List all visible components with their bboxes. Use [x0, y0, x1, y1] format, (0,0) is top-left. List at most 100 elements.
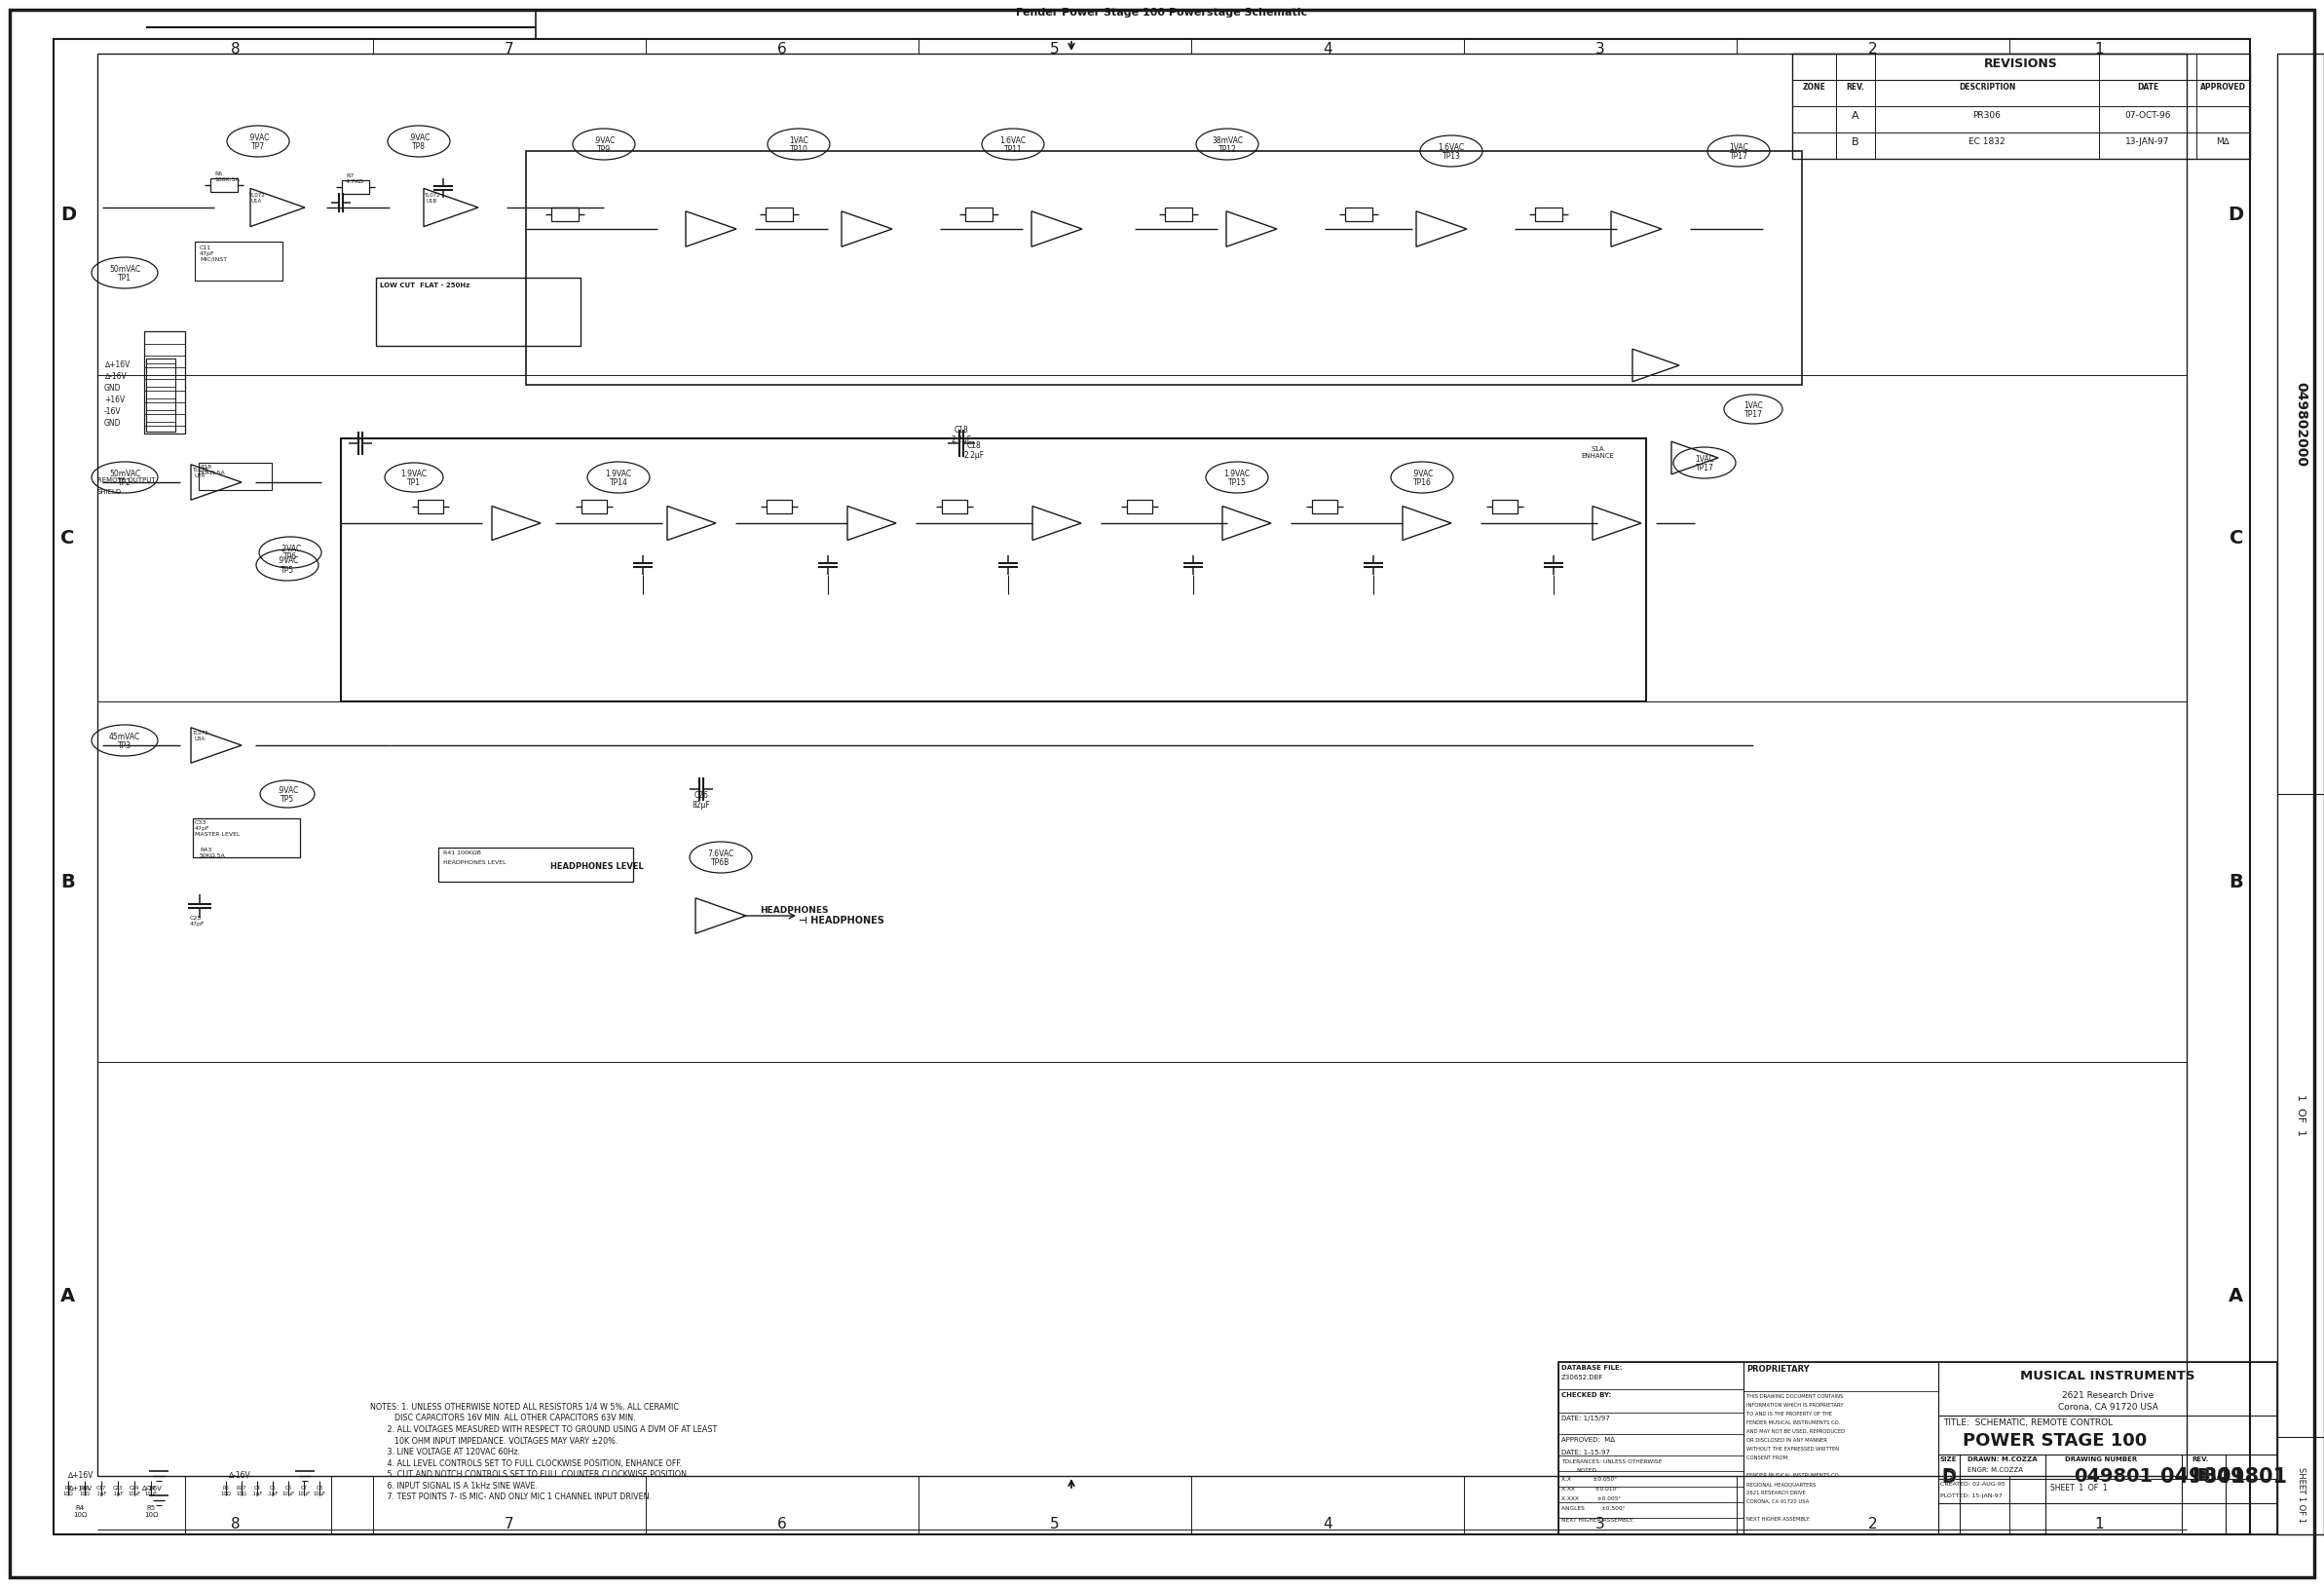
Text: 38mVAC: 38mVAC [1211, 136, 1243, 144]
Text: SIZE: SIZE [1941, 1457, 1957, 1462]
Text: -16V: -16V [105, 408, 121, 416]
Bar [211, 178, 237, 192]
Text: TP17: TP17 [1694, 463, 1713, 471]
Text: 049802000: 049802000 [2294, 381, 2308, 467]
Text: 049801: 049801 [2073, 1466, 2152, 1485]
Bar [195, 241, 284, 281]
Text: ZONE: ZONE [1803, 83, 1827, 92]
Text: X.X            ±0.050°: X.X ±0.050° [1562, 1477, 1618, 1482]
Text: D: D [1941, 1470, 1957, 1487]
Text: REGIONAL HEADQUARTERS: REGIONAL HEADQUARTERS [1745, 1482, 1815, 1487]
Bar [146, 359, 174, 432]
Text: R7
4.7KΩ: R7 4.7KΩ [346, 173, 365, 184]
Text: C7
10μF: C7 10μF [297, 1485, 311, 1497]
Text: HEADPHONES LEVEL: HEADPHONES LEVEL [551, 862, 644, 871]
Text: 2. ALL VOLTAGES MEASURED WITH RESPECT TO GROUND USING A DVM OF AT LEAST: 2. ALL VOLTAGES MEASURED WITH RESPECT TO… [370, 1425, 718, 1435]
Text: ENGR: M.COZZA: ENGR: M.COZZA [1968, 1466, 2022, 1473]
Text: D: D [1941, 1466, 1957, 1485]
Text: D: D [2226, 205, 2243, 224]
Text: DESCRIPTION: DESCRIPTION [1959, 83, 2015, 92]
Text: 3: 3 [1597, 1517, 1606, 1531]
Text: 1.9VAC: 1.9VAC [604, 470, 632, 478]
Text: ∆+16V: ∆+16V [67, 1485, 91, 1492]
Text: R18
50KΩ.5A: R18 50KΩ.5A [200, 465, 225, 475]
Text: C33
47pF
MASTER LEVEL: C33 47pF MASTER LEVEL [195, 820, 239, 836]
Bar [193, 819, 300, 857]
Text: TL072
U2A: TL072 U2A [191, 468, 207, 478]
Text: C8
10μF: C8 10μF [314, 1485, 325, 1497]
Text: POWER STAGE 100: POWER STAGE 100 [1964, 1431, 2147, 1449]
Text: 1VAC: 1VAC [1729, 143, 1748, 151]
Text: .2VAC: .2VAC [279, 544, 302, 552]
Bar [1346, 208, 1373, 221]
Text: EC 1832: EC 1832 [1968, 138, 2006, 146]
Text: B: B [2229, 873, 2243, 890]
Text: 6. INPUT SIGNAL IS A 1kHz SINE WAVE.: 6. INPUT SIGNAL IS A 1kHz SINE WAVE. [370, 1481, 537, 1490]
Bar [1743, 1362, 1938, 1535]
Text: C23
.1μF: C23 .1μF [112, 1485, 123, 1497]
Text: B: B [2192, 1466, 2205, 1485]
Text: ∆+16V: ∆+16V [67, 1471, 93, 1479]
Text: 2621 RESEARCH DRIVE: 2621 RESEARCH DRIVE [1745, 1490, 1806, 1495]
Text: C4
.1μF: C4 .1μF [251, 1485, 263, 1497]
Text: TP5: TP5 [281, 795, 295, 803]
Text: INFORMATION WHICH IS PROPRIETARY: INFORMATION WHICH IS PROPRIETARY [1745, 1403, 1843, 1408]
Text: TITLE:  SCHEMATIC, REMOTE CONTROL: TITLE: SCHEMATIC, REMOTE CONTROL [1943, 1419, 2113, 1427]
Text: HEADPHONES: HEADPHONES [760, 906, 827, 914]
Text: CHECKED BY:: CHECKED BY: [1562, 1392, 1611, 1398]
Bar [1792, 54, 2250, 159]
Text: TP10: TP10 [790, 144, 809, 154]
Bar [439, 847, 632, 882]
Text: D: D [1941, 1470, 1957, 1487]
Text: GND: GND [105, 419, 121, 427]
Text: 6: 6 [779, 41, 788, 57]
Text: R4
10Ω: R4 10Ω [63, 1485, 74, 1497]
Bar [1313, 500, 1336, 514]
Text: 3. LINE VOLTAGE AT 120VAC 60Hz.: 3. LINE VOLTAGE AT 120VAC 60Hz. [370, 1447, 521, 1457]
Text: TP3: TP3 [119, 741, 132, 749]
Text: TL072
U1A: TL072 U1A [249, 194, 265, 203]
Text: ∆-16V: ∆-16V [142, 1485, 160, 1492]
Text: TP6: TP6 [284, 552, 297, 562]
Text: FENDER MUSICAL INSTRUMENTS CO.: FENDER MUSICAL INSTRUMENTS CO. [1745, 1420, 1841, 1425]
Text: 6: 6 [779, 1517, 788, 1531]
Bar [767, 500, 792, 514]
Text: 1: 1 [2094, 1517, 2103, 1531]
Text: DISC CAPACITORS 16V MIN. ALL OTHER CAPACITORS 63V MIN.: DISC CAPACITORS 16V MIN. ALL OTHER CAPAC… [370, 1414, 637, 1424]
Text: REV.: REV. [2192, 1457, 2208, 1462]
Text: A: A [1852, 111, 1859, 121]
Text: 4. ALL LEVEL CONTROLS SET TO FULL CLOCKWISE POSITION, ENHANCE OFF.: 4. ALL LEVEL CONTROLS SET TO FULL CLOCKW… [370, 1458, 681, 1468]
Text: .9VAC: .9VAC [409, 133, 430, 141]
Text: R41 100KΩB: R41 100KΩB [444, 851, 481, 855]
Text: C6
10μF: C6 10μF [281, 1485, 295, 1497]
Text: WITHOUT THE EXPRESSED WRITTEN: WITHOUT THE EXPRESSED WRITTEN [1745, 1447, 1838, 1452]
Bar [1127, 500, 1153, 514]
Text: NEXT HIGHER ASSEMBLY:: NEXT HIGHER ASSEMBLY: [1745, 1517, 1810, 1522]
Text: 7: 7 [504, 41, 514, 57]
Text: TP17: TP17 [1743, 409, 1762, 419]
Text: C24
10μF: C24 10μF [128, 1485, 142, 1497]
Bar [418, 500, 444, 514]
Text: 7.6VAC: 7.6VAC [706, 849, 734, 859]
Text: M∆: M∆ [2217, 138, 2231, 146]
Text: 1.6VAC: 1.6VAC [999, 136, 1027, 144]
Text: CONSENT FROM:: CONSENT FROM: [1745, 1455, 1789, 1460]
Text: 1.6VAC: 1.6VAC [1439, 143, 1464, 151]
Text: LOW CUT  FLAT - 250Hz: LOW CUT FLAT - 250Hz [379, 282, 469, 289]
Text: CREATED: 02-AUG-95: CREATED: 02-AUG-95 [1941, 1482, 2006, 1487]
Text: TP7: TP7 [251, 141, 265, 151]
Text: C30
10μF: C30 10μF [144, 1485, 158, 1497]
Text: OR DISCLOSED IN ANY MANNER: OR DISCLOSED IN ANY MANNER [1745, 1438, 1827, 1443]
Bar [525, 151, 1801, 384]
Text: A: A [60, 1287, 74, 1305]
Text: 10K OHM INPUT IMPEDANCE. VOLTAGES MAY VARY ±20%.: 10K OHM INPUT IMPEDANCE. VOLTAGES MAY VA… [370, 1436, 618, 1446]
Text: TP15: TP15 [1227, 478, 1246, 487]
Text: 8: 8 [230, 1517, 239, 1531]
Text: 50mVAC: 50mVAC [109, 470, 139, 478]
Text: C11
47pF
MIC/INST: C11 47pF MIC/INST [200, 246, 228, 262]
Text: PLOTTED: 15-JAN-97: PLOTTED: 15-JAN-97 [1941, 1493, 2003, 1498]
Text: TP9: TP9 [597, 144, 611, 154]
Bar [1492, 500, 1518, 514]
Text: 049801: 049801 [2161, 1466, 2245, 1487]
Text: R5
10Ω: R5 10Ω [144, 1504, 158, 1517]
